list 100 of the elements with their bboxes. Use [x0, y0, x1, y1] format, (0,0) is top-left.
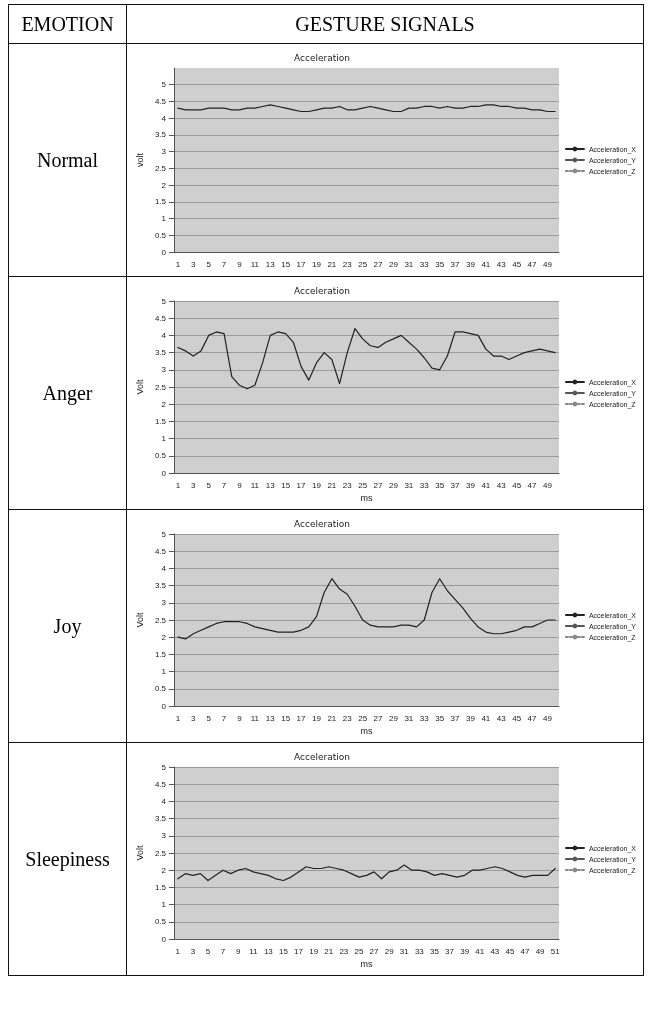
x-tick-label: 37 — [445, 946, 455, 956]
x-tick-label: 17 — [296, 259, 307, 269]
x-tick-label: 41 — [481, 480, 491, 490]
y-tick-label: 3.5 — [154, 348, 167, 358]
x-tick-label: 21 — [324, 946, 334, 956]
x-tick-label: 47 — [527, 480, 538, 490]
x-tick-label: 17 — [296, 480, 307, 490]
y-tick-label: 4.5 — [154, 96, 167, 106]
x-tick-label: 15 — [281, 480, 291, 490]
x-tick-label: 31 — [399, 946, 410, 956]
x-tick-label: 41 — [475, 946, 485, 956]
x-tick-label: 1 — [175, 713, 181, 723]
x-tick-label: 3 — [191, 713, 197, 723]
x-tick-label: 5 — [205, 946, 211, 956]
y-tick-label: 2 — [161, 632, 167, 642]
x-tick-label: 11 — [250, 480, 260, 490]
x-tick-label: 39 — [466, 713, 476, 723]
y-tick-label: 0.5 — [154, 230, 167, 240]
x-tick-label: 21 — [327, 713, 337, 723]
x-tick-label: 3 — [191, 259, 197, 269]
x-tick-label: 51 — [550, 946, 561, 956]
x-tick-label: 7 — [221, 480, 227, 490]
y-tick-label: 2.5 — [154, 848, 167, 858]
x-tick-label: 41 — [481, 713, 491, 723]
y-axis-title: volt — [134, 152, 145, 168]
y-tick-label: 0.5 — [154, 451, 167, 461]
y-tick-label: 4 — [161, 113, 167, 123]
x-tick-label: 29 — [389, 259, 399, 269]
x-tick-label: 25 — [358, 713, 368, 723]
y-tick-label: 1 — [161, 434, 167, 444]
y-tick-label: 2.5 — [154, 163, 167, 173]
y-tick-label: 1.5 — [154, 416, 167, 426]
y-tick-label: 4.5 — [154, 779, 167, 789]
line-series — [177, 864, 556, 882]
text: Anger — [8, 276, 127, 510]
y-tick-label: 1.5 — [154, 197, 167, 207]
y-tick-label: 5 — [161, 762, 167, 772]
y-tick-label: 5 — [161, 80, 167, 90]
y-tick-label: 3.5 — [154, 581, 167, 591]
x-tick-label: 47 — [520, 946, 531, 956]
x-tick-label: 45 — [512, 480, 522, 490]
x-tick-label: 1 — [175, 946, 181, 956]
y-tick-label: 0 — [161, 701, 167, 711]
text: EMOTION — [8, 4, 127, 44]
x-tick-label: 43 — [496, 713, 507, 723]
y-tick-label: 2.5 — [154, 382, 167, 392]
y-tick-label: 0 — [161, 934, 167, 944]
x-tick-label: 23 — [342, 259, 353, 269]
y-tick-label: 3 — [161, 598, 167, 608]
x-tick-label: 37 — [450, 713, 461, 723]
x-axis-title: ms — [360, 959, 374, 970]
x-tick-label: 11 — [249, 946, 258, 956]
y-tick-label: 1 — [161, 214, 167, 224]
x-tick-label: 19 — [312, 713, 322, 723]
x-tick-label: 25 — [358, 259, 368, 269]
x-tick-label: 43 — [496, 259, 507, 269]
x-tick-label: 49 — [543, 259, 553, 269]
x-tick-label: 39 — [460, 946, 470, 956]
x-tick-label: 31 — [404, 259, 414, 269]
y-tick-label: 2 — [161, 399, 167, 409]
x-tick-label: 13 — [265, 259, 276, 269]
x-tick-label: 47 — [527, 713, 538, 723]
x-tick-label: 47 — [527, 259, 538, 269]
y-tick-label: 5 — [161, 296, 167, 306]
y-tick-label: 1.5 — [154, 882, 167, 892]
x-tick-label: 9 — [237, 480, 243, 490]
x-tick-label: 5 — [206, 713, 212, 723]
x-tick-label: 9 — [237, 713, 243, 723]
y-tick-label: 4.5 — [154, 546, 167, 556]
x-tick-label: 7 — [220, 946, 226, 956]
x-axis-title: ms — [360, 493, 374, 504]
x-tick-label: 33 — [419, 480, 430, 490]
text: Normal — [8, 43, 127, 277]
x-tick-label: 7 — [221, 713, 227, 723]
y-axis-title: Volt — [134, 612, 145, 628]
x-tick-label: 19 — [309, 946, 319, 956]
x-tick-label: 29 — [389, 713, 399, 723]
y-tick-label: 2 — [161, 865, 167, 875]
x-tick-label: 43 — [490, 946, 500, 956]
x-tick-label: 7 — [221, 259, 227, 269]
x-tick-label: 17 — [296, 713, 307, 723]
x-axis-title: ms — [360, 726, 374, 737]
x-tick-label: 15 — [281, 259, 291, 269]
x-tick-label: 35 — [435, 259, 445, 269]
y-tick-label: 0.5 — [154, 684, 167, 694]
x-tick-label: 35 — [435, 480, 445, 490]
x-tick-label: 33 — [414, 946, 425, 956]
x-tick-label: 19 — [312, 259, 322, 269]
x-tick-label: 49 — [535, 946, 546, 956]
x-tick-label: 13 — [265, 480, 276, 490]
x-tick-label: 13 — [265, 713, 276, 723]
x-tick-label: 31 — [404, 480, 414, 490]
x-tick-label: 31 — [404, 713, 414, 723]
y-tick-label: 3 — [161, 365, 167, 375]
y-tick-label: 2 — [161, 180, 167, 190]
x-tick-label: 45 — [512, 713, 522, 723]
x-tick-label: 35 — [429, 946, 440, 956]
y-tick-label: 3.5 — [154, 130, 167, 140]
y-tick-label: 3 — [161, 147, 167, 157]
x-tick-label: 27 — [373, 259, 384, 269]
